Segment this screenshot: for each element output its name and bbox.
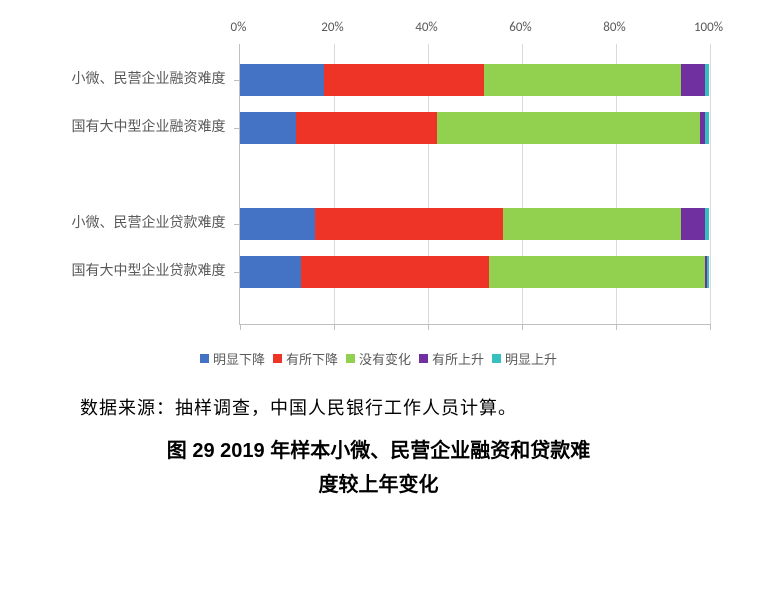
legend-label: 有所上升 [432, 349, 484, 368]
legend-label: 明显下降 [213, 349, 265, 368]
legend-item: 明显下降 [200, 349, 265, 368]
chart-container: 0%20%40%60%80%100% 小微、民营企业融资难度国有大中型企业融资难… [39, 20, 719, 368]
x-axis-labels: 0%20%40%60%80%100% [239, 20, 709, 44]
bar-segment [484, 64, 681, 96]
bar-row: 小微、民营企业贷款难度 [240, 208, 710, 240]
bar-segment [503, 208, 682, 240]
bar-segment [296, 112, 437, 144]
legend: 明显下降 有所下降 没有变化 有所上升 明显上升 [39, 349, 719, 368]
x-tick [334, 324, 335, 330]
category-label: 小微、民营企业贷款难度 [40, 208, 240, 240]
bar-row: 国有大中型企业贷款难度 [240, 256, 710, 288]
source-text: 数据来源：抽样调查，中国人民银行工作人员计算。 [30, 394, 727, 420]
x-tick-label: 80% [603, 20, 625, 35]
x-tick-label: 60% [509, 20, 531, 35]
bar-segment [240, 208, 315, 240]
x-tick [240, 324, 241, 330]
gridline [710, 44, 711, 324]
legend-label: 明显上升 [505, 349, 557, 368]
x-tick-label: 0% [231, 20, 247, 35]
x-tick [522, 324, 523, 330]
title-line-1: 图 29 2019 年样本小微、民营企业融资和贷款难 [167, 440, 590, 462]
category-label: 小微、民营企业融资难度 [40, 64, 240, 96]
bar-segment [301, 256, 489, 288]
bar-row: 国有大中型企业融资难度 [240, 112, 710, 144]
category-label: 国有大中型企业融资难度 [40, 112, 240, 144]
bar-segment [437, 112, 700, 144]
legend-swatch [273, 354, 282, 363]
plot-area: 小微、民营企业融资难度国有大中型企业融资难度小微、民营企业贷款难度国有大中型企业… [239, 44, 710, 325]
legend-label: 没有变化 [359, 349, 411, 368]
x-tick-label: 40% [415, 20, 437, 35]
bar-segment [489, 256, 705, 288]
legend-swatch [200, 354, 209, 363]
bar-segment [707, 256, 709, 288]
legend-swatch [419, 354, 428, 363]
bar-segment [324, 64, 484, 96]
legend-item: 明显上升 [492, 349, 557, 368]
category-label: 国有大中型企业贷款难度 [40, 256, 240, 288]
x-tick [616, 324, 617, 330]
x-tick-label: 20% [321, 20, 343, 35]
legend-swatch [346, 354, 355, 363]
bar-row: 小微、民营企业融资难度 [240, 64, 710, 96]
bar-segment [240, 112, 296, 144]
y-tick [234, 224, 240, 225]
y-tick [234, 128, 240, 129]
y-tick [234, 272, 240, 273]
x-tick [428, 324, 429, 330]
title-line-2: 度较上年变化 [319, 474, 439, 496]
x-tick [710, 324, 711, 330]
bar-segment [705, 112, 710, 144]
bar-segment [315, 208, 503, 240]
legend-item: 有所上升 [419, 349, 484, 368]
bar-segment [681, 64, 705, 96]
legend-item: 有所下降 [273, 349, 338, 368]
bar-segment [705, 208, 710, 240]
bar-segment [240, 64, 325, 96]
bar-segment [240, 256, 301, 288]
bar-segment [705, 64, 710, 96]
legend-item: 没有变化 [346, 349, 411, 368]
legend-swatch [492, 354, 501, 363]
figure-title: 图 29 2019 年样本小微、民营企业融资和贷款难 度较上年变化 [30, 434, 727, 502]
x-tick-label: 100% [694, 20, 723, 35]
bar-segment [681, 208, 705, 240]
y-tick [234, 80, 240, 81]
legend-label: 有所下降 [286, 349, 338, 368]
